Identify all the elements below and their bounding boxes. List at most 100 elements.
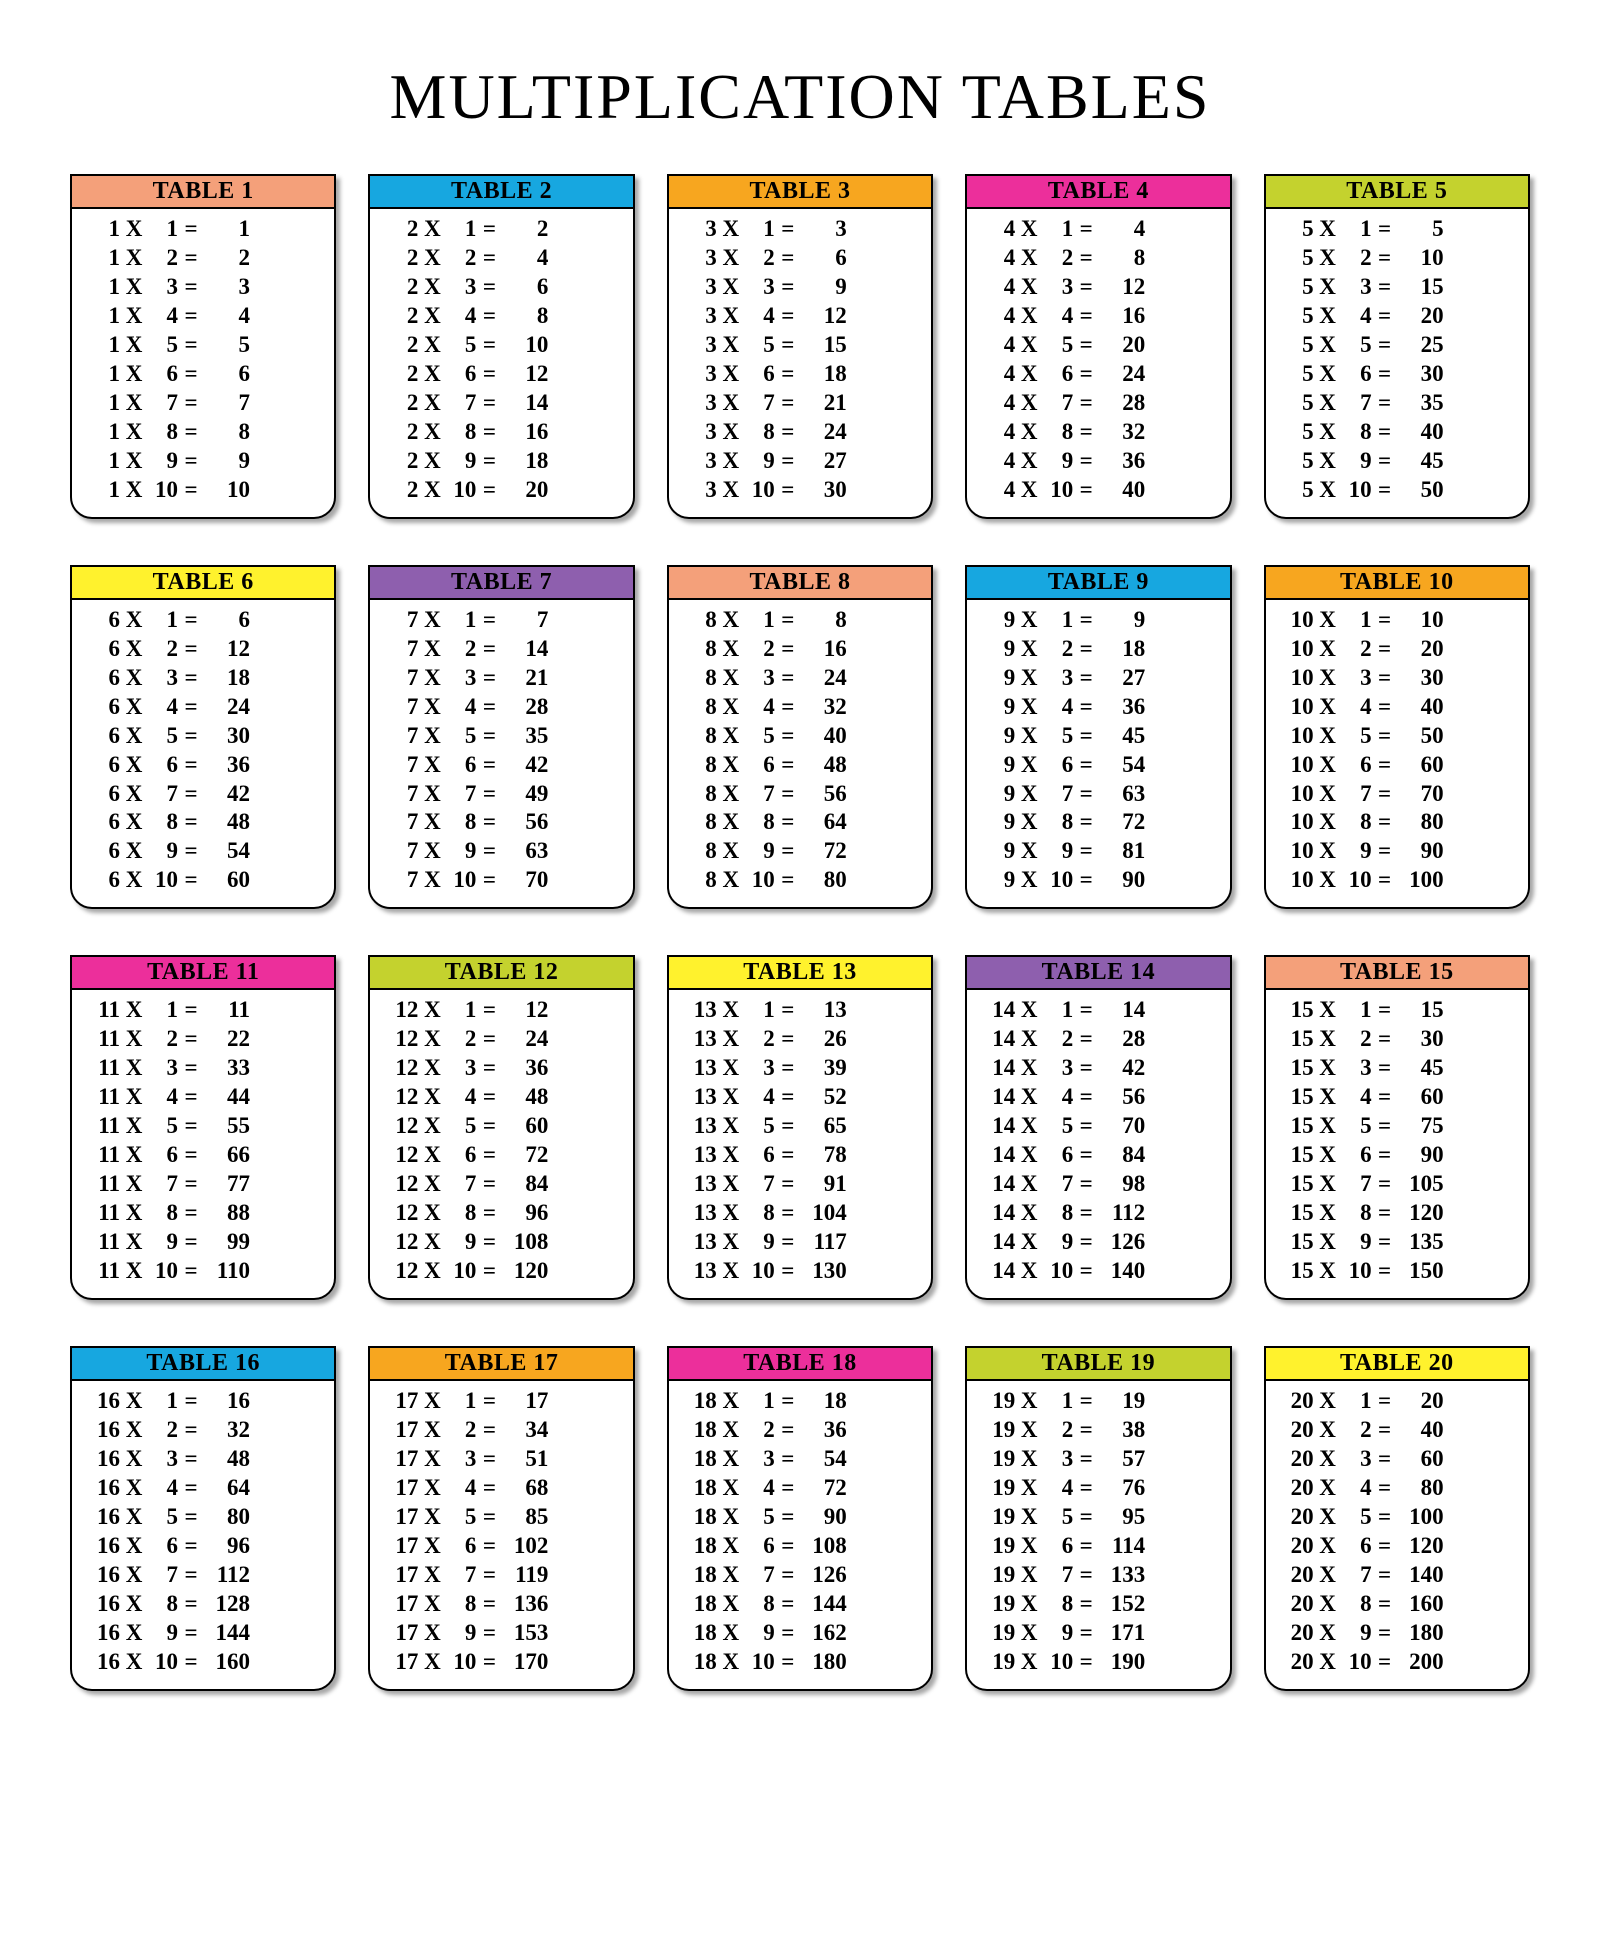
equals-symbol: =: [777, 1532, 799, 1561]
times-symbol: X: [1316, 664, 1340, 693]
product: 6: [202, 360, 250, 389]
multiplicand: 1: [82, 302, 122, 331]
equals-symbol: =: [1075, 273, 1097, 302]
multiplier: 10: [743, 476, 777, 505]
equals-symbol: =: [180, 1025, 202, 1054]
table-row: 19X1=19: [977, 1387, 1219, 1416]
times-symbol: X: [1017, 1474, 1041, 1503]
multiplier: 5: [743, 1503, 777, 1532]
times-symbol: X: [420, 693, 444, 722]
table-row: 3X4=12: [679, 302, 921, 331]
product: 7: [202, 389, 250, 418]
table-row: 9X6=54: [977, 751, 1219, 780]
table-row: 5X2=10: [1276, 244, 1518, 273]
times-symbol: X: [1017, 837, 1041, 866]
product: 84: [500, 1170, 548, 1199]
product: 28: [1097, 1025, 1145, 1054]
multiplicand: 18: [679, 1474, 719, 1503]
multiplicand: 11: [82, 1112, 122, 1141]
table-card-16: TABLE 1616X1=1616X2=3216X3=4816X4=6416X5…: [70, 1346, 336, 1691]
times-symbol: X: [719, 1503, 743, 1532]
equals-symbol: =: [1374, 693, 1396, 722]
times-symbol: X: [1316, 996, 1340, 1025]
table-row: 8X4=32: [679, 693, 921, 722]
multiplier: 2: [444, 635, 478, 664]
product: 80: [202, 1503, 250, 1532]
multiplicand: 16: [82, 1532, 122, 1561]
times-symbol: X: [719, 1112, 743, 1141]
multiplier: 4: [146, 693, 180, 722]
table-body: 8X1=88X2=168X3=248X4=328X5=408X6=488X7=5…: [669, 600, 931, 908]
equals-symbol: =: [180, 1054, 202, 1083]
times-symbol: X: [1316, 837, 1340, 866]
multiplicand: 11: [82, 1228, 122, 1257]
multiplier: 5: [1041, 722, 1075, 751]
product: 150: [1396, 1257, 1444, 1286]
table-row: 12X10=120: [380, 1257, 622, 1286]
times-symbol: X: [420, 476, 444, 505]
times-symbol: X: [420, 1083, 444, 1112]
equals-symbol: =: [1075, 215, 1097, 244]
multiplier: 10: [146, 1257, 180, 1286]
table-card-11: TABLE 1111X1=1111X2=2211X3=3311X4=4411X5…: [70, 955, 336, 1300]
table-row: 6X2=12: [82, 635, 324, 664]
table-row: 19X3=57: [977, 1445, 1219, 1474]
multiplicand: 2: [380, 476, 420, 505]
table-row: 10X7=70: [1276, 780, 1518, 809]
equals-symbol: =: [1075, 331, 1097, 360]
times-symbol: X: [1316, 273, 1340, 302]
multiplicand: 10: [1276, 751, 1316, 780]
product: 12: [799, 302, 847, 331]
times-symbol: X: [1316, 244, 1340, 273]
equals-symbol: =: [777, 1141, 799, 1170]
multiplier: 3: [146, 1445, 180, 1474]
table-row: 7X5=35: [380, 722, 622, 751]
table-row: 10X3=30: [1276, 664, 1518, 693]
equals-symbol: =: [478, 722, 500, 751]
multiplier: 8: [146, 1590, 180, 1619]
product: 30: [202, 722, 250, 751]
multiplier: 2: [1041, 1025, 1075, 1054]
multiplicand: 14: [977, 1083, 1017, 1112]
table-row: 2X8=16: [380, 418, 622, 447]
product: 99: [202, 1228, 250, 1257]
equals-symbol: =: [478, 1257, 500, 1286]
equals-symbol: =: [478, 244, 500, 273]
product: 8: [500, 302, 548, 331]
multiplicand: 12: [380, 1054, 420, 1083]
multiplier: 1: [743, 215, 777, 244]
multiplicand: 10: [1276, 780, 1316, 809]
table-card-19: TABLE 1919X1=1919X2=3819X3=5719X4=7619X5…: [965, 1346, 1231, 1691]
multiplier: 8: [444, 1590, 478, 1619]
multiplicand: 3: [679, 331, 719, 360]
times-symbol: X: [122, 389, 146, 418]
multiplier: 5: [1340, 722, 1374, 751]
times-symbol: X: [719, 1141, 743, 1170]
times-symbol: X: [1017, 866, 1041, 895]
multiplier: 10: [1041, 476, 1075, 505]
times-symbol: X: [719, 389, 743, 418]
table-row: 14X7=98: [977, 1170, 1219, 1199]
multiplier: 8: [146, 808, 180, 837]
times-symbol: X: [122, 1199, 146, 1228]
table-header: TABLE 20: [1266, 1348, 1528, 1381]
equals-symbol: =: [1374, 1474, 1396, 1503]
product: 51: [500, 1445, 548, 1474]
multiplier: 10: [444, 476, 478, 505]
multiplier: 7: [1041, 389, 1075, 418]
multiplier: 1: [743, 996, 777, 1025]
multiplicand: 14: [977, 1141, 1017, 1170]
equals-symbol: =: [180, 693, 202, 722]
multiplier: 9: [1340, 1228, 1374, 1257]
equals-symbol: =: [478, 664, 500, 693]
multiplicand: 18: [679, 1590, 719, 1619]
multiplicand: 4: [977, 476, 1017, 505]
multiplicand: 11: [82, 1054, 122, 1083]
equals-symbol: =: [777, 1170, 799, 1199]
table-header: TABLE 19: [967, 1348, 1229, 1381]
multiplicand: 8: [679, 606, 719, 635]
times-symbol: X: [719, 808, 743, 837]
product: 20: [1097, 331, 1145, 360]
product: 130: [799, 1257, 847, 1286]
table-row: 15X1=15: [1276, 996, 1518, 1025]
